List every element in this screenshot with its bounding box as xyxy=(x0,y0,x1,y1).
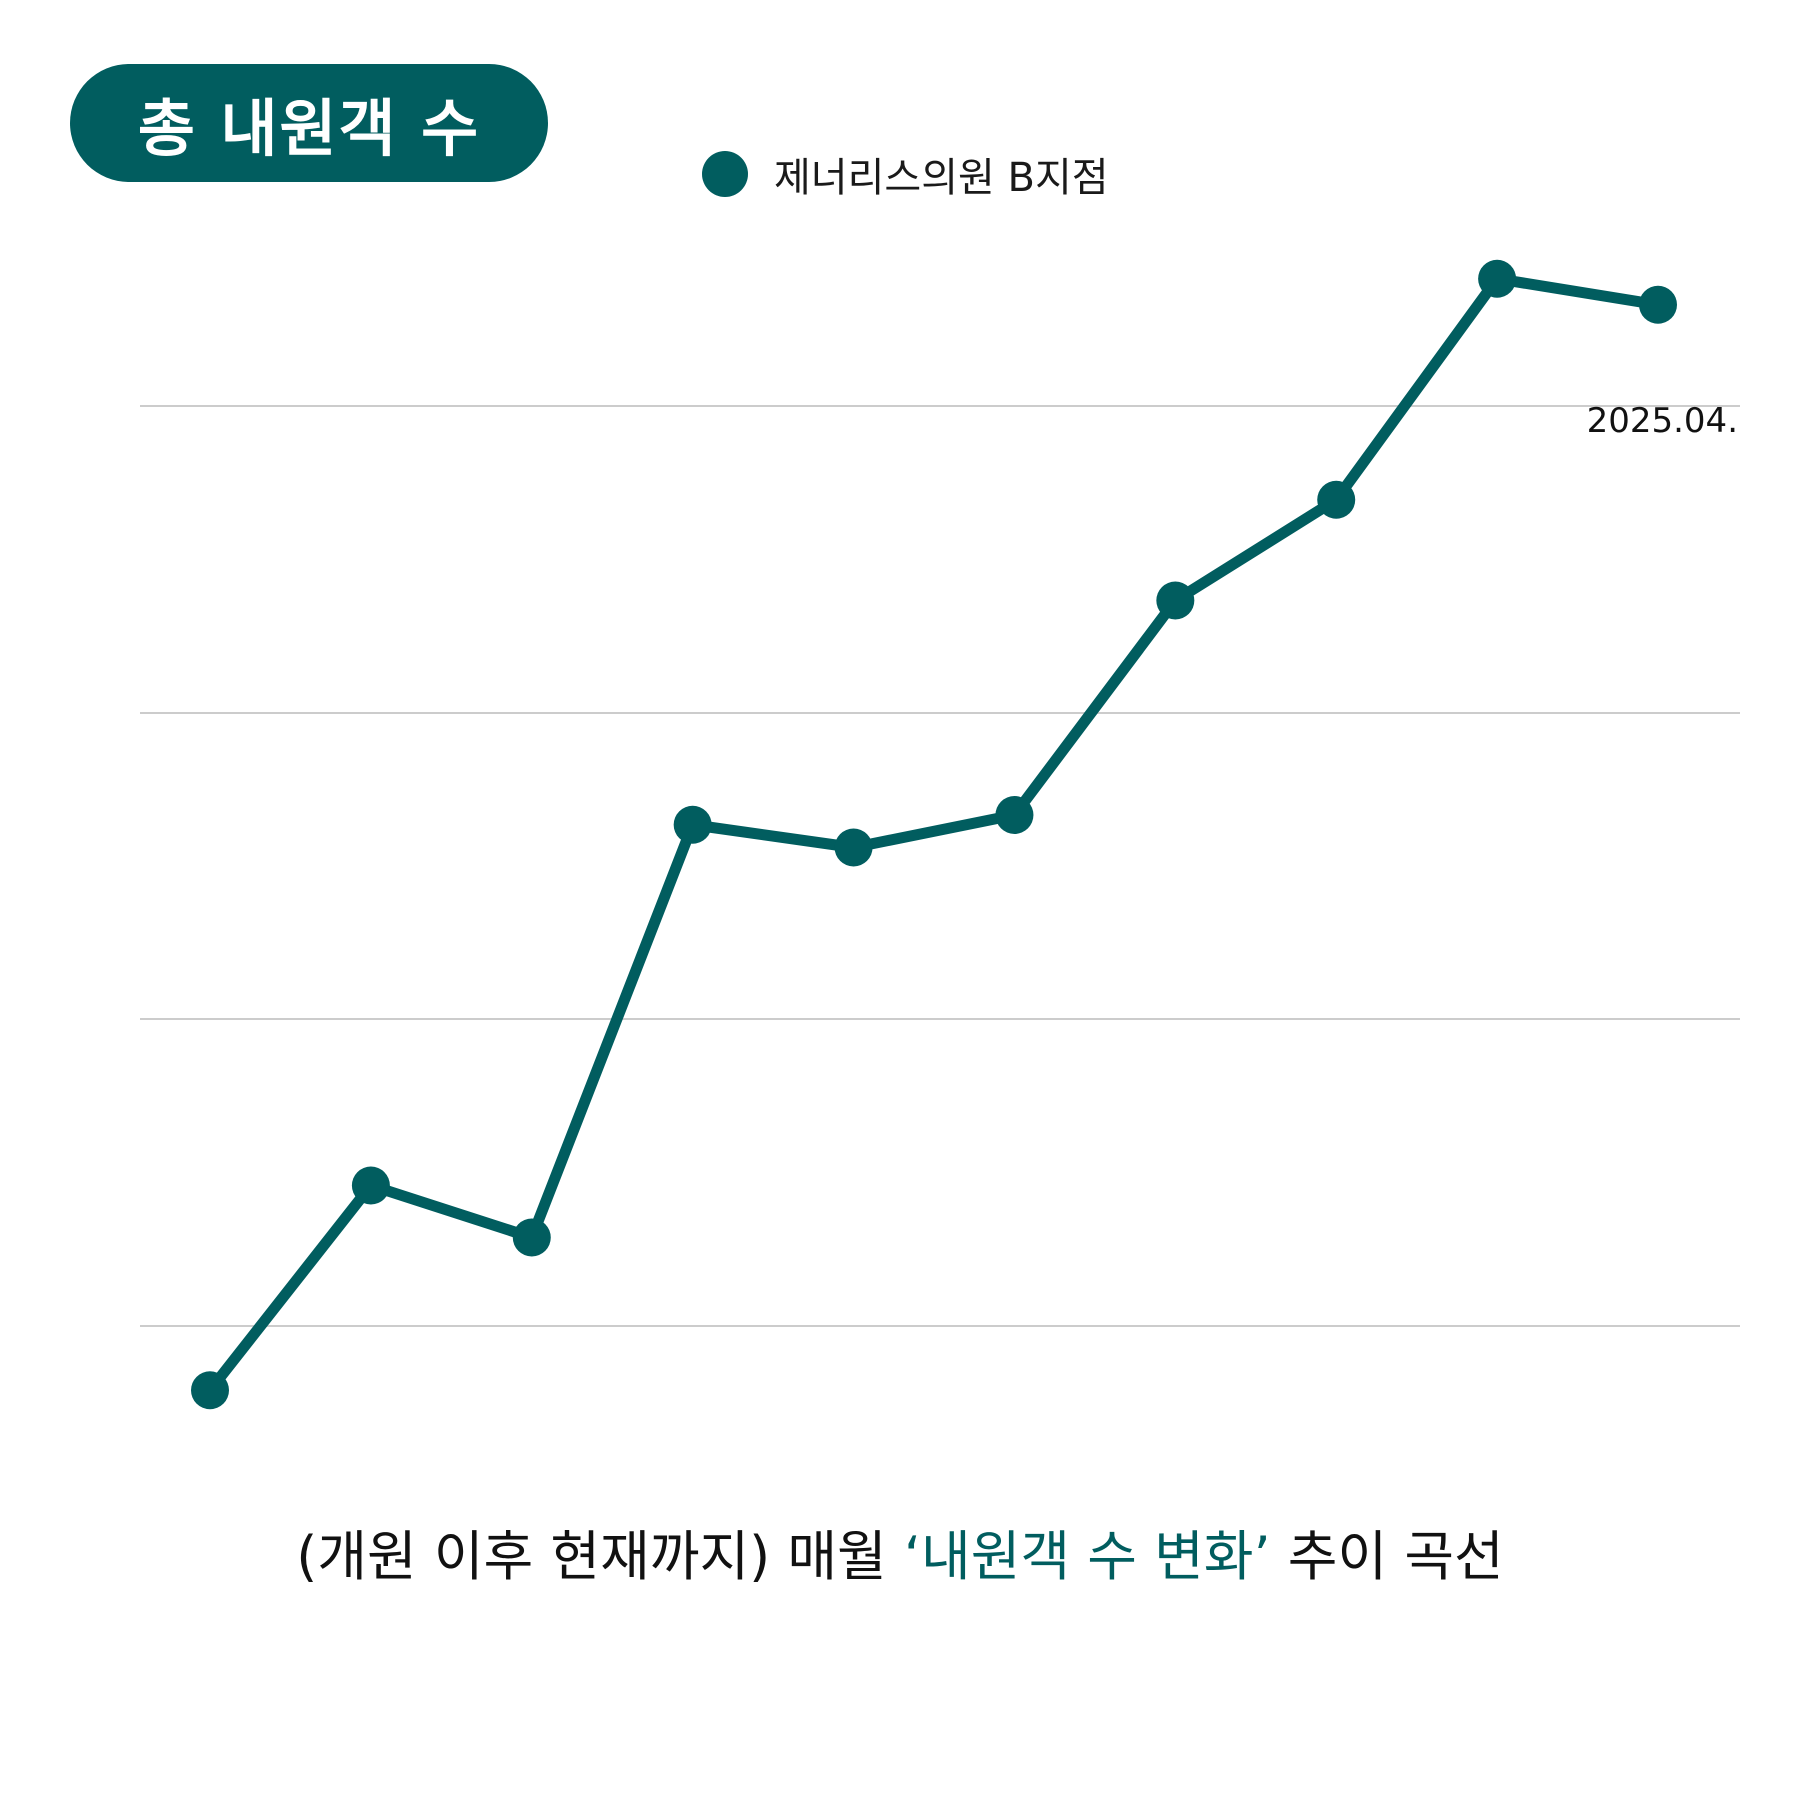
grid-layer xyxy=(140,405,1740,1327)
data-point-layer xyxy=(191,259,1677,1410)
series-line xyxy=(205,273,1659,1394)
legend-label: 제너리스의원 B지점 xyxy=(774,155,1109,201)
data-point-10 xyxy=(1639,285,1677,324)
data-point-3 xyxy=(512,1218,551,1257)
data-point-2 xyxy=(351,1166,390,1205)
data-point-4 xyxy=(673,805,712,844)
legend-marker-dot xyxy=(702,151,748,197)
chart-caption: (개원 이후 현재까지) 매월 ‘내원객 수 변화’ 추이 곡선 xyxy=(0,1512,1800,1591)
data-point-5 xyxy=(834,828,873,867)
data-point-6 xyxy=(995,796,1034,834)
caption-suffix: 추이 곡선 xyxy=(1270,1525,1504,1588)
data-point-9 xyxy=(1478,259,1517,298)
caption-highlight: ‘내원객 수 변화’ xyxy=(903,1525,1271,1588)
series-line-layer xyxy=(205,273,1659,1394)
caption-prefix: (개원 이후 현재까지) 매월 xyxy=(296,1525,904,1588)
data-point-7 xyxy=(1156,581,1195,620)
data-point-8 xyxy=(1317,480,1356,519)
chart-title-badge: 총 내원객 수 xyxy=(70,64,548,182)
legend: 제너리스의원 B지점 xyxy=(702,145,1109,203)
chart-title: 총 내원객 수 xyxy=(137,92,481,165)
end-date-label: 2025.04. xyxy=(1587,401,1738,441)
data-point-1 xyxy=(191,1371,229,1410)
